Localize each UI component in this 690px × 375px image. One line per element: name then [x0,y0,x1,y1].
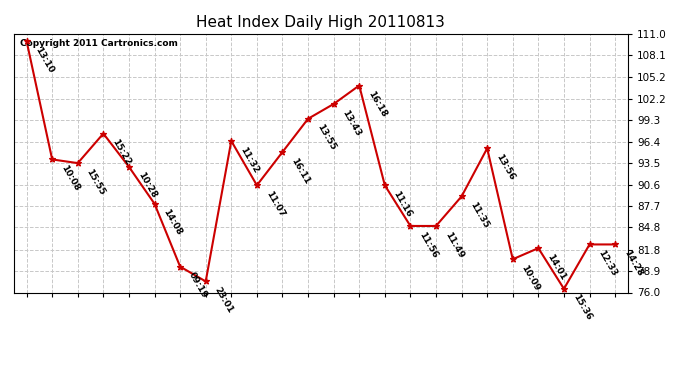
Point [584,242,595,248]
Text: 15:22: 15:22 [110,138,132,167]
Text: 16:11: 16:11 [289,156,311,186]
Point [328,101,339,107]
Text: 13:10: 13:10 [34,45,56,75]
Point [251,182,262,188]
Text: 11:32: 11:32 [238,145,260,174]
Text: 11:49: 11:49 [443,230,465,260]
Point [354,82,365,88]
Text: 14:28: 14:28 [622,249,644,278]
Text: 11:07: 11:07 [264,189,286,219]
Point [175,264,186,270]
Point [533,245,544,251]
Text: 12:33: 12:33 [596,249,618,278]
Point [405,223,416,229]
Text: 15:36: 15:36 [571,293,593,322]
Point [149,201,160,207]
Point [558,286,569,292]
Text: 13:56: 13:56 [494,153,516,182]
Point [380,182,391,188]
Text: 10:08: 10:08 [59,164,81,193]
Text: 23:01: 23:01 [213,286,235,315]
Text: 13:43: 13:43 [341,108,363,138]
Text: 14:01: 14:01 [545,252,567,282]
Text: 11:35: 11:35 [469,201,491,230]
Text: 15:55: 15:55 [85,167,107,196]
Point [277,149,288,155]
Text: 13:55: 13:55 [315,123,337,152]
Point [482,146,493,152]
Point [226,138,237,144]
Point [302,116,313,122]
Point [98,130,109,136]
Point [72,160,83,166]
Text: 09:19: 09:19 [187,271,209,300]
Text: Copyright 2011 Cartronics.com: Copyright 2011 Cartronics.com [20,39,178,48]
Point [124,164,135,170]
Text: 11:16: 11:16 [392,189,414,219]
Text: 16:18: 16:18 [366,90,388,119]
Text: 10:28: 10:28 [136,171,158,200]
Text: 10:09: 10:09 [520,263,542,292]
Point [609,242,620,248]
Point [507,256,518,262]
Title: Heat Index Daily High 20110813: Heat Index Daily High 20110813 [197,15,445,30]
Point [47,156,58,162]
Point [200,278,211,284]
Point [456,194,467,200]
Text: 11:56: 11:56 [417,230,440,260]
Text: 14:08: 14:08 [161,208,184,237]
Point [21,38,32,44]
Point [431,223,442,229]
